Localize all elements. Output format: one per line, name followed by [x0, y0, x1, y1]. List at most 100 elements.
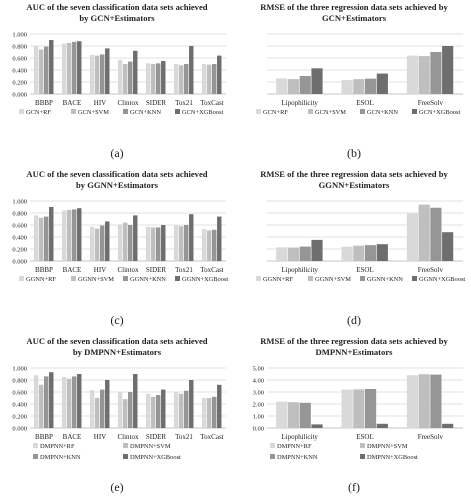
- x-tick-label: Tox21: [175, 99, 193, 107]
- bar: [33, 46, 39, 94]
- legend-swatch: [33, 454, 38, 459]
- bar: [66, 378, 72, 428]
- bar: [89, 55, 95, 94]
- chart-title: AUC of the seven classification data set…: [26, 336, 207, 346]
- legend-swatch: [71, 276, 76, 281]
- chart-panel-6: RMSE of the three regression data sets a…: [253, 336, 463, 494]
- legend-swatch: [360, 443, 365, 448]
- bar: [122, 399, 128, 428]
- y-tick-label: 0.600: [12, 223, 27, 230]
- y-tick-label: 1.00: [253, 414, 264, 421]
- legend-swatch: [175, 276, 180, 281]
- x-tick-label: BACE: [63, 266, 82, 274]
- legend-label: DMPNN+KNN: [40, 454, 81, 461]
- chart-title: GCN+Estimators: [322, 13, 387, 23]
- bar: [117, 392, 123, 428]
- bar: [44, 46, 49, 94]
- bar: [365, 245, 377, 261]
- y-tick-label: 0.600: [12, 56, 27, 63]
- chart-title: RMSE of the three regression data sets a…: [260, 2, 448, 12]
- y-tick-label: 0.200: [12, 247, 27, 254]
- bar: [311, 68, 323, 94]
- legend-label: GCN+KNN: [130, 109, 161, 116]
- x-tick-label: BBBP: [35, 99, 53, 107]
- bar: [201, 229, 207, 261]
- chart-title: RMSE of the three regression data sets a…: [260, 336, 448, 346]
- x-tick-label: HIV: [94, 266, 106, 274]
- bar: [430, 52, 442, 94]
- bar: [189, 380, 194, 428]
- legend-swatch: [360, 454, 365, 459]
- x-tick-label: Lipophilicity: [281, 99, 318, 107]
- bar: [100, 54, 105, 94]
- legend-swatch: [123, 443, 128, 448]
- chart-panel-3: AUC of the seven classification data set…: [12, 169, 228, 327]
- bar: [44, 376, 49, 428]
- legend-label: DMPNN+XGBoost: [367, 454, 418, 461]
- bar: [353, 389, 365, 428]
- bar: [117, 224, 123, 261]
- bar: [311, 424, 323, 428]
- bar: [430, 207, 442, 261]
- legend-swatch: [308, 276, 313, 281]
- bar: [61, 210, 67, 261]
- bar: [133, 50, 138, 94]
- legend-label: GCN+SVM: [315, 109, 346, 116]
- x-tick-label: BBBP: [35, 433, 53, 441]
- bar: [287, 79, 300, 94]
- bar: [122, 222, 128, 261]
- bar: [100, 389, 105, 428]
- bar: [150, 396, 156, 428]
- legend-swatch: [71, 109, 76, 114]
- bar: [49, 207, 54, 261]
- legend-label: DMPNN+RF: [40, 443, 75, 450]
- bar: [276, 247, 288, 261]
- bar: [94, 228, 100, 261]
- legend-label: GGNN+XGBoost: [419, 276, 465, 283]
- legend-label: GCN+KNN: [367, 109, 398, 116]
- legend-swatch: [270, 454, 275, 459]
- bar: [105, 380, 110, 428]
- y-tick-label: 0.000: [12, 92, 27, 99]
- legend-swatch: [270, 443, 275, 448]
- legend-swatch: [175, 109, 180, 114]
- x-tick-label: ToxCast: [200, 266, 223, 274]
- bar: [299, 246, 311, 261]
- bar: [418, 374, 430, 428]
- bar: [206, 64, 212, 94]
- x-tick-label: Tox21: [175, 266, 193, 274]
- x-tick-label: HIV: [94, 99, 106, 107]
- bar: [128, 225, 133, 261]
- legend-label: GGNN+RF: [26, 276, 56, 283]
- legend-label: GCN+XGBoost: [182, 109, 223, 116]
- bar: [38, 217, 44, 261]
- bar: [178, 226, 184, 261]
- legend-label: DMPNN+XGBoost: [130, 454, 181, 461]
- bar: [66, 210, 72, 261]
- chart-title: GGNN+Estimators: [319, 180, 390, 190]
- x-tick-label: ToxCast: [200, 433, 223, 441]
- bar: [44, 216, 49, 261]
- y-tick-label: 0.400: [12, 68, 27, 75]
- y-tick-label: 0.00: [253, 426, 264, 433]
- legend-label: DMPNN+RF: [277, 443, 312, 450]
- y-tick-label: 1.000: [12, 366, 27, 373]
- y-tick-label: 1.000: [12, 199, 27, 206]
- x-tick-label: FreeSolv: [418, 99, 444, 107]
- x-tick-label: BBBP: [35, 266, 53, 274]
- bar: [156, 395, 161, 428]
- y-tick-label: 3.00: [253, 390, 264, 397]
- chart-panel-1: AUC of the seven classification data set…: [12, 2, 226, 160]
- bar: [184, 225, 189, 261]
- bar: [212, 64, 217, 94]
- x-tick-label: Clintox: [117, 433, 139, 441]
- bar: [89, 390, 95, 428]
- bar: [173, 64, 179, 94]
- bar: [184, 64, 189, 94]
- bar: [299, 402, 311, 428]
- y-tick-label: 0.200: [12, 414, 27, 421]
- bar: [33, 375, 39, 428]
- legend-swatch: [123, 109, 128, 114]
- bar: [100, 225, 105, 261]
